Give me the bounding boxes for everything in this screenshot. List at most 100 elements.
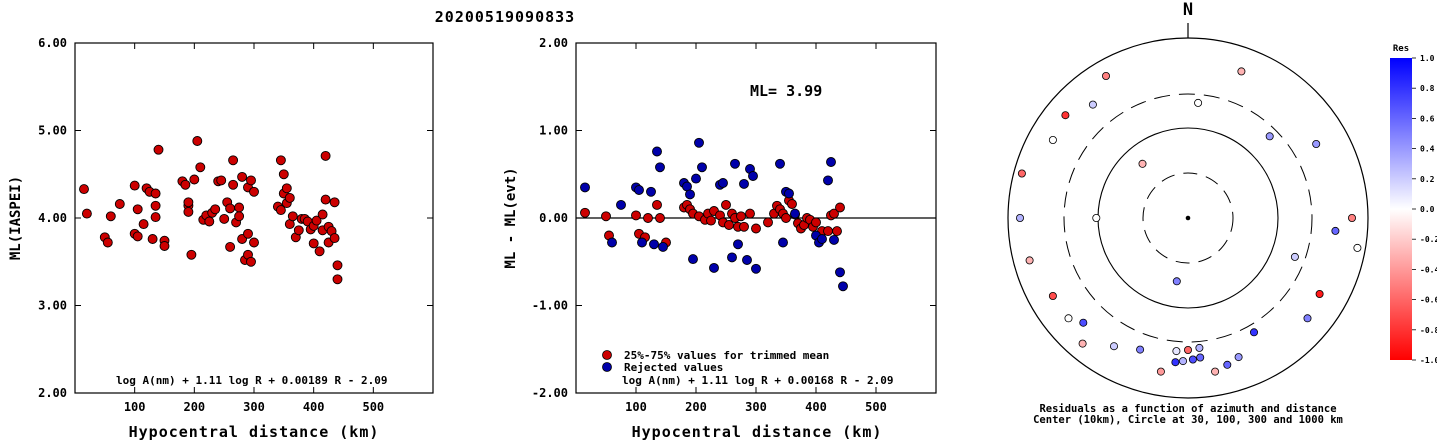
panel-2-x-label: Hypocentral distance (km) [632, 423, 883, 441]
data-point [237, 171, 248, 182]
colorbar-tick-label: 0.8 [1420, 84, 1435, 93]
ring-1000km [1007, 37, 1369, 399]
data-point [637, 237, 647, 248]
data-point [150, 212, 161, 223]
station-point [1184, 345, 1193, 354]
station-point [1102, 72, 1111, 81]
data-point [246, 175, 256, 186]
data-point [186, 249, 197, 260]
data-point [658, 241, 668, 252]
data-point [709, 262, 719, 273]
station-point [1223, 360, 1232, 369]
colorbar-tick-label: -0.6 [1420, 296, 1437, 305]
data-point [634, 185, 644, 195]
x-tick-label: 400 [303, 400, 325, 414]
station-point [1234, 353, 1243, 362]
x-tick-label: 200 [183, 400, 205, 414]
station-point [1172, 277, 1181, 286]
data-point [192, 136, 203, 146]
x-tick-label: 300 [745, 400, 767, 414]
y-tick-label: 6.00 [38, 36, 67, 50]
station-point [1092, 213, 1101, 222]
data-point [249, 237, 259, 248]
ring-300km [1063, 93, 1313, 343]
panel-1-y-ticks: 2.00 3.00 4.00 5.00 6.00 [38, 36, 433, 400]
data-point [580, 207, 590, 218]
data-point [275, 205, 286, 216]
colorbar-tick-label: 1.0 [1420, 54, 1435, 63]
y-tick-label: 1.00 [539, 124, 568, 138]
data-point [811, 217, 821, 228]
data-point [320, 150, 331, 161]
data-point [607, 237, 617, 248]
data-point [643, 213, 653, 223]
data-point [775, 158, 785, 169]
station-point [1138, 159, 1147, 168]
data-point [329, 197, 340, 208]
data-point [132, 204, 143, 215]
colorbar-tick-label: 0.2 [1420, 175, 1435, 184]
data-point [727, 252, 737, 263]
data-point [652, 199, 662, 210]
data-point [601, 211, 611, 222]
data-point [329, 233, 340, 244]
data-point [745, 208, 755, 219]
data-point [649, 239, 659, 250]
x-tick-label: 500 [865, 400, 887, 414]
x-tick-label: 100 [124, 400, 146, 414]
data-point [228, 179, 239, 190]
station-point [1348, 213, 1357, 222]
data-point [616, 199, 626, 210]
data-point [195, 162, 206, 173]
data-point [183, 206, 194, 217]
legend-label-rejected: Rejected values [624, 361, 723, 374]
data-point [225, 241, 236, 252]
data-point [787, 199, 797, 209]
data-point [287, 211, 298, 222]
data-point [150, 188, 161, 199]
colorbar-gradient [1390, 58, 1412, 360]
data-point [234, 202, 245, 213]
data-point [314, 246, 325, 257]
station-point [1048, 135, 1057, 144]
data-point [835, 267, 845, 278]
station-point [1196, 353, 1205, 362]
station-point [1265, 132, 1274, 141]
panel-2-points [580, 137, 848, 292]
data-point [736, 211, 746, 222]
station-point [1353, 243, 1362, 252]
data-point [742, 255, 752, 265]
station-point [1211, 367, 1220, 376]
station-point [1088, 100, 1097, 109]
data-point [129, 180, 140, 191]
data-point [204, 216, 215, 227]
polar-caption-line1: Residuals as a function of azimuth and d… [1039, 403, 1336, 415]
x-tick-label: 400 [805, 400, 827, 414]
panel-2-y-label: ML - ML(evt) [503, 167, 519, 268]
station-point [1079, 318, 1088, 327]
station-point [1331, 226, 1340, 235]
panel-3-polar: N Residuals as a function of azimuth and… [1007, 0, 1369, 426]
data-point [225, 203, 236, 214]
colorbar-ticks: 1.0 0.8 0.6 0.4 0.2 0.0 -0.2 -0.4 -0.6 -0.8 -1.0 [1412, 54, 1437, 365]
ring-30km [1142, 172, 1234, 264]
panel-1-frame [74, 42, 434, 394]
colorbar-tick-label: -0.4 [1420, 265, 1437, 274]
colorbar-tick-label: -0.8 [1420, 326, 1437, 335]
data-point [826, 157, 836, 167]
data-point [210, 204, 221, 215]
data-point [150, 200, 161, 211]
data-point [781, 213, 791, 223]
station-point [1017, 169, 1026, 178]
station-point [1237, 67, 1246, 76]
data-point [832, 226, 842, 237]
data-point [751, 223, 761, 234]
station-point [1078, 339, 1087, 348]
data-point [739, 178, 749, 189]
panel-1-y-label: ML(IASPEI) [8, 176, 24, 260]
y-tick-label: 2.00 [539, 36, 568, 50]
data-point [320, 194, 331, 205]
data-point [778, 237, 788, 248]
data-point [721, 199, 731, 210]
